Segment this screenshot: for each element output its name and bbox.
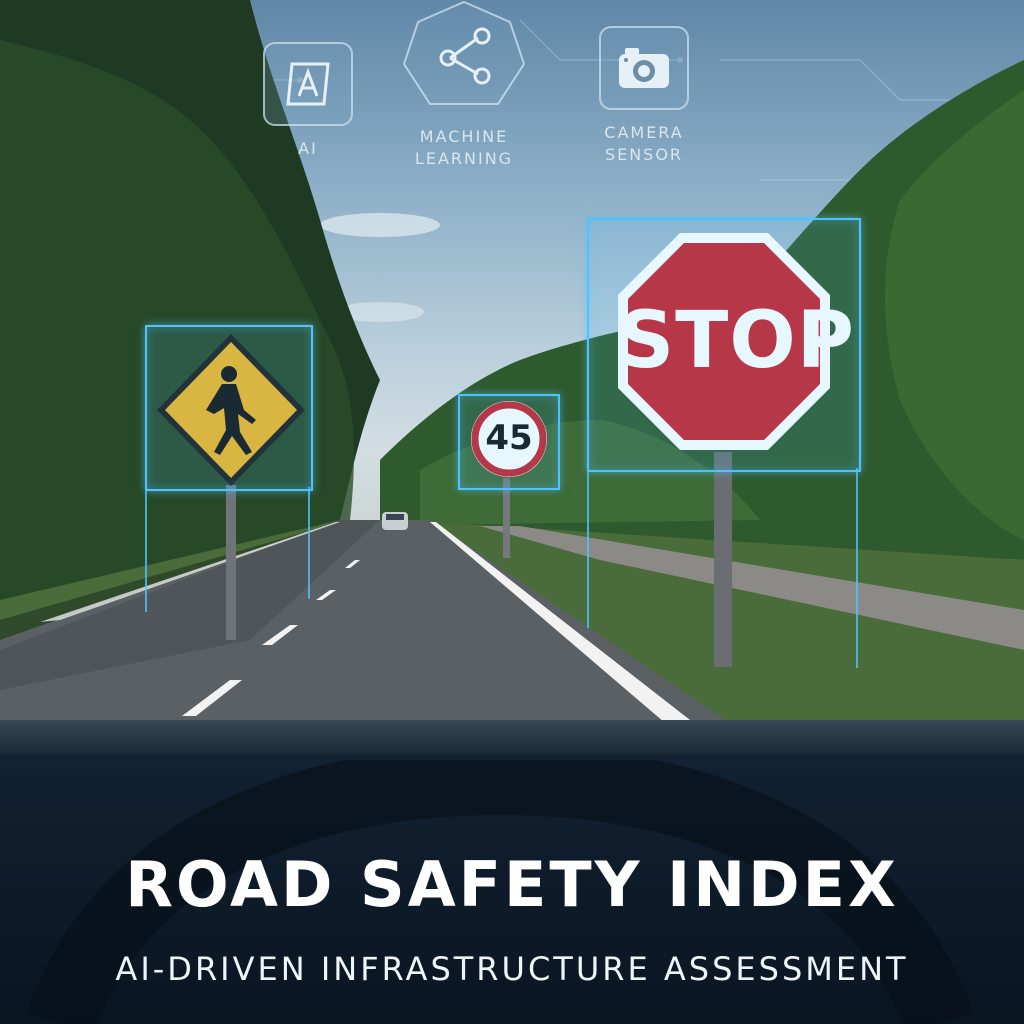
topic-label: MACHINE LEARNING	[414, 127, 514, 168]
page-title: ROAD SAFETY INDEX	[125, 848, 899, 921]
page-subtitle: AI-DRIVEN INFRASTRUCTURE ASSESSMENT	[115, 950, 909, 988]
topic-camera-sensor: CAMERA SENSOR	[586, 26, 702, 166]
detection-box-speed-limit	[458, 394, 560, 490]
detection-leader-line	[308, 487, 310, 599]
speed-limit-value: 45	[485, 418, 533, 458]
detection-box-stop	[587, 218, 861, 472]
steering-wheel-shadow	[26, 760, 974, 1024]
topic-label: CAMERA SENSOR	[604, 123, 684, 164]
stop-sign-text: STOP	[618, 296, 855, 386]
ai-chip-icon	[263, 42, 353, 126]
network-nodes-icon	[402, 0, 526, 114]
speed-limit-sign	[471, 401, 547, 477]
topic-label: AI	[298, 139, 318, 158]
detection-leader-line	[587, 468, 589, 628]
stop-sign	[618, 233, 830, 450]
dashboard-edge	[0, 720, 1024, 754]
detection-leader-line	[856, 468, 858, 668]
camera-icon	[599, 26, 689, 110]
topic-machine-learning: MACHINE LEARNING	[398, 0, 530, 170]
detection-box-pedestrian	[145, 325, 313, 491]
detection-leader-line	[145, 487, 147, 612]
pedestrian-crossing-sign-icon	[157, 334, 305, 486]
topic-ai: AI	[258, 42, 358, 160]
